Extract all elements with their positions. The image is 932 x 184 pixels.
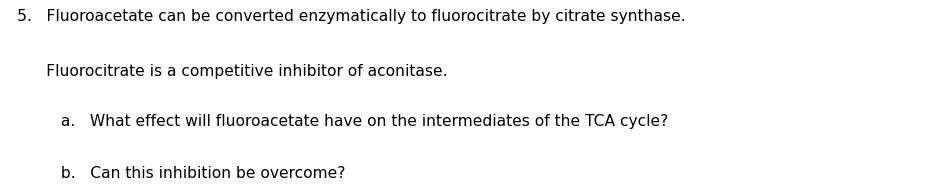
Text: b.   Can this inhibition be overcome?: b. Can this inhibition be overcome?: [17, 166, 345, 181]
Text: a.   What effect will fluoroacetate have on the intermediates of the TCA cycle?: a. What effect will fluoroacetate have o…: [17, 114, 668, 129]
Text: 5.   Fluoroacetate can be converted enzymatically to fluorocitrate by citrate sy: 5. Fluoroacetate can be converted enzyma…: [17, 9, 685, 24]
Text: Fluorocitrate is a competitive inhibitor of aconitase.: Fluorocitrate is a competitive inhibitor…: [17, 64, 447, 79]
